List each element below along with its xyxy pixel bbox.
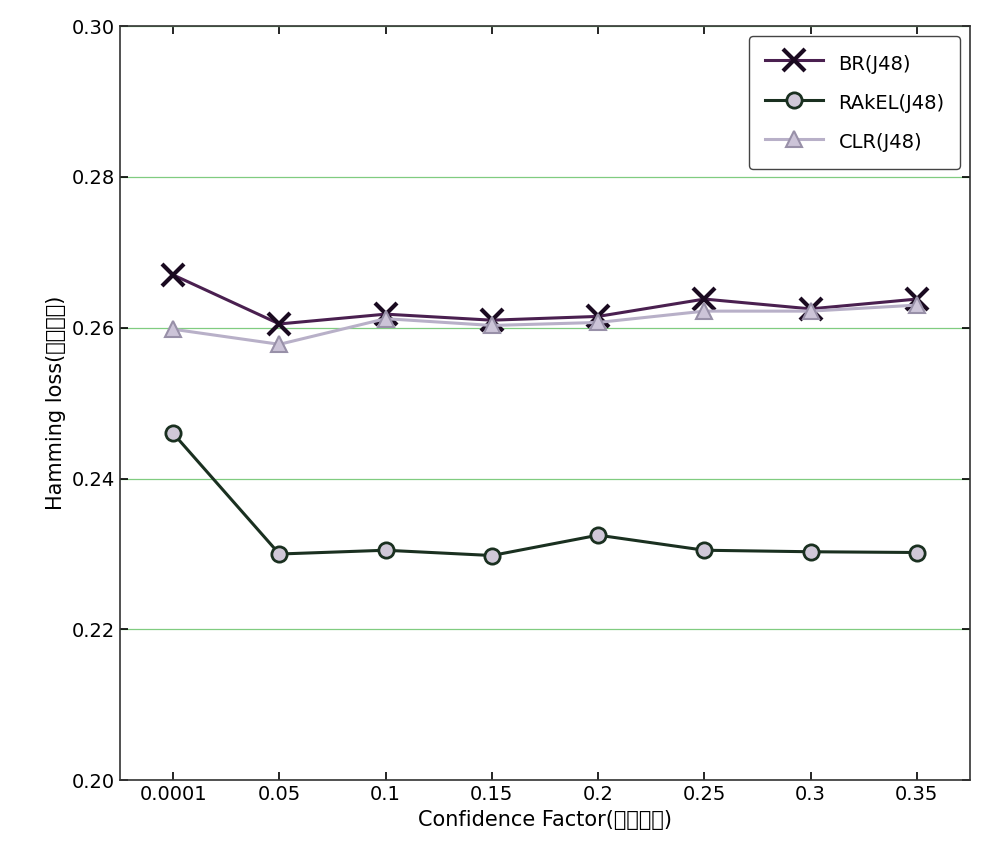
CLR(J48) <box>592 317 604 328</box>
CLR(J48) <box>911 300 923 310</box>
CLR(J48) <box>167 324 179 335</box>
RAkEL(J48) <box>167 428 179 439</box>
CLR(J48) <box>486 320 498 330</box>
RAkEL(J48) <box>698 545 710 556</box>
CLR(J48) <box>698 306 710 316</box>
Y-axis label: Hamming loss(汉明损失): Hamming loss(汉明损失) <box>46 296 66 511</box>
BR(J48) <box>273 319 285 329</box>
CLR(J48) <box>805 306 817 316</box>
RAkEL(J48) <box>486 551 498 561</box>
RAkEL(J48) <box>911 547 923 557</box>
Legend: BR(J48), RAkEL(J48), CLR(J48): BR(J48), RAkEL(J48), CLR(J48) <box>749 36 960 169</box>
CLR(J48) <box>273 339 285 349</box>
BR(J48) <box>698 294 710 304</box>
Line: RAkEL(J48): RAkEL(J48) <box>165 426 925 564</box>
BR(J48) <box>167 270 179 280</box>
Line: BR(J48): BR(J48) <box>162 264 928 335</box>
BR(J48) <box>805 303 817 314</box>
BR(J48) <box>486 315 498 325</box>
RAkEL(J48) <box>273 549 285 559</box>
RAkEL(J48) <box>380 545 392 556</box>
BR(J48) <box>380 309 392 319</box>
RAkEL(J48) <box>592 530 604 540</box>
BR(J48) <box>592 311 604 322</box>
CLR(J48) <box>380 314 392 324</box>
RAkEL(J48) <box>805 546 817 557</box>
X-axis label: Confidence Factor(置信系数): Confidence Factor(置信系数) <box>418 810 672 830</box>
Line: CLR(J48): CLR(J48) <box>165 297 925 352</box>
BR(J48) <box>911 294 923 304</box>
